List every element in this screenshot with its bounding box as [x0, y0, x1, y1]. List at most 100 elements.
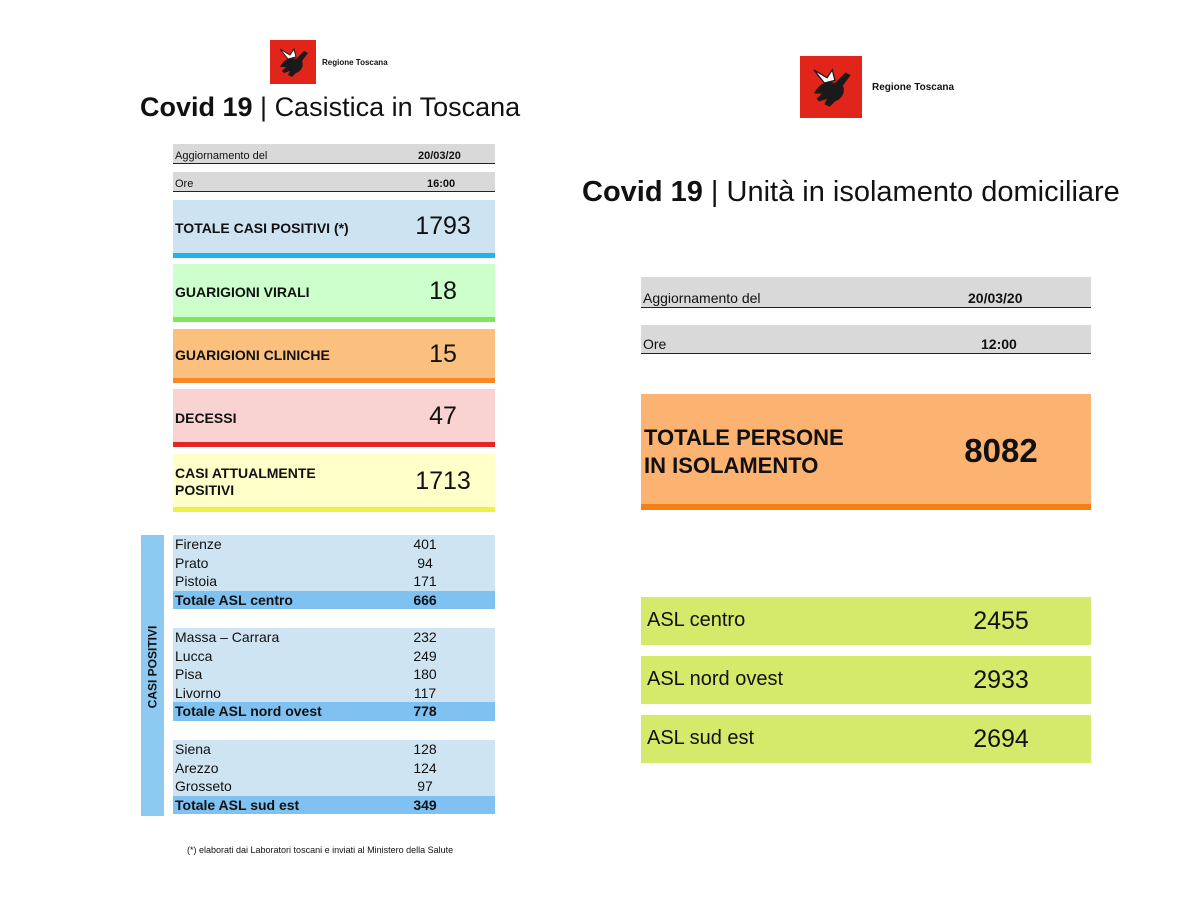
total-row: Totale ASL nord ovest 778 [173, 702, 495, 721]
table-row: Firenze 401 [173, 535, 495, 554]
total-name: Totale ASL sud est [175, 796, 300, 813]
table-row: Prato 94 [173, 554, 495, 573]
stat-value: 18 [429, 277, 457, 305]
asl-sud-est-group: Siena 128 Arezzo 124 Grosseto 97 Totale ASL… [173, 740, 495, 815]
total-isolation-bar [641, 504, 1091, 510]
province-name: Firenze [175, 536, 222, 552]
title-bold: Covid 19 [582, 176, 703, 208]
stat-label: DECESSI [175, 410, 237, 426]
province-value: 232 [413, 629, 437, 645]
footnote: (*) elaborati dai Laboratori toscani e i… [187, 845, 454, 855]
time-value: 12:00 [981, 336, 1017, 352]
total-name: Totale ASL centro [175, 591, 293, 608]
title-rest: | Unità in isolamento domiciliare [702, 176, 1120, 208]
time-value: 16:00 [427, 178, 456, 190]
asl-label: ASL nord ovest [647, 668, 784, 690]
asl-value: 2455 [973, 607, 1029, 635]
province-value: 124 [413, 759, 437, 776]
asl-nord-ovest-box: ASL nord ovest 2933 [641, 656, 1091, 704]
stat-value: 1713 [415, 467, 471, 495]
update-label: Aggiornamento del [643, 290, 761, 306]
total-name: Totale ASL nord ovest [175, 703, 322, 720]
stat-label: TOTALE CASI POSITIVI (*) [175, 220, 349, 236]
asl-label: ASL sud est [647, 727, 755, 749]
stat-bar [173, 253, 495, 258]
stat-current-positive: CASI ATTUALMENTE POSITIVI 1713 [173, 454, 495, 512]
province-name: Pisa [175, 666, 203, 683]
total-label-line1: TOTALE PERSONE [644, 425, 844, 450]
stat-bar [173, 378, 495, 383]
stat-bar [173, 317, 495, 322]
table-row: Massa – Carrara 232 [173, 628, 495, 647]
brand-name: Regione Toscana [322, 57, 388, 67]
brand-name: Regione Toscana [872, 81, 955, 93]
asl-value: 2933 [973, 666, 1029, 694]
total-isolation-label: TOTALE PERSONE IN ISOLAMENTO [644, 424, 844, 480]
time-row-right: Ore 12:00 [641, 325, 1091, 354]
asl-sud-est-box: ASL sud est 2694 [641, 715, 1091, 763]
table-row: Pistoia 171 [173, 572, 495, 591]
stat-viral-recoveries: GUARIGIONI VIRALI 18 [173, 264, 495, 322]
table-row: Arezzo 124 [173, 759, 495, 778]
asl-value: 2694 [973, 725, 1029, 753]
total-isolation-box: TOTALE PERSONE IN ISOLAMENTO 8082 [641, 394, 1091, 510]
stat-value: 47 [429, 402, 457, 430]
province-value: 128 [413, 741, 437, 757]
stat-total-positive: TOTALE CASI POSITIVI (*) 1793 [173, 200, 495, 258]
page-title-left: Covid 19 | Casistica in Toscana [140, 92, 520, 123]
time-row-left: Ore 16:00 [173, 172, 495, 192]
asl-centro-group: Firenze 401 Prato 94 Pistoia 171 Totale ASL… [173, 535, 495, 610]
stat-bar [173, 507, 495, 512]
province-name: Livorno [175, 684, 221, 701]
province-value: 94 [417, 554, 433, 571]
asl-nord-ovest-group: Massa – Carrara 232 Lucca 249 Pisa 180 Livo… [173, 628, 495, 721]
winged-horse-logo-icon [270, 40, 316, 84]
regione-logo-right: Regione Toscana [800, 56, 954, 118]
update-row-left: Aggiornamento del 20/03/20 [173, 144, 495, 164]
stat-label: CASI ATTUALMENTE POSITIVI [175, 465, 316, 499]
total-value: 666 [413, 591, 437, 608]
regione-logo-left: Regione Toscana [270, 40, 388, 84]
total-row: Totale ASL sud est 349 [173, 795, 495, 815]
asl-centro-box: ASL centro 2455 [641, 597, 1091, 645]
asl-label: ASL centro [647, 609, 746, 631]
province-value: 180 [413, 666, 437, 683]
stat-label-line2: POSITIVI [175, 482, 235, 498]
province-name: Pistoia [175, 573, 218, 590]
table-row: Siena 128 [173, 740, 495, 759]
stat-deaths: DECESSI 47 [173, 389, 495, 447]
stat-label: GUARIGIONI VIRALI [175, 284, 310, 300]
total-value: 778 [413, 703, 437, 720]
stat-label-line1: CASI ATTUALMENTE [175, 465, 316, 481]
table-row: Livorno 117 [173, 684, 495, 703]
table-row: Grosseto 97 [173, 777, 495, 796]
province-name: Massa – Carrara [175, 629, 280, 645]
title-bold: Covid 19 [140, 92, 253, 122]
update-row-right: Aggiornamento del 20/03/20 [641, 277, 1091, 308]
table-row: Lucca 249 [173, 647, 495, 666]
vertical-label-text: CASI POSITIVI [145, 625, 160, 709]
province-value: 117 [413, 684, 437, 701]
total-value: 349 [413, 796, 437, 813]
update-value: 20/03/20 [418, 150, 461, 162]
stat-bar [173, 442, 495, 447]
province-name: Arezzo [175, 759, 219, 776]
table-row: Pisa 180 [173, 665, 495, 684]
update-value: 20/03/20 [968, 290, 1023, 306]
province-name: Siena [175, 741, 211, 757]
province-name: Grosseto [175, 778, 232, 795]
time-label: Ore [643, 336, 667, 352]
total-isolation-value: 8082 [964, 432, 1038, 469]
title-rest: | Casistica in Toscana [252, 92, 521, 122]
positive-cases-vertical-label: CASI POSITIVI [141, 535, 164, 816]
total-row: Totale ASL centro 666 [173, 590, 495, 610]
province-value: 249 [413, 647, 437, 664]
province-value: 401 [413, 536, 437, 552]
time-label: Ore [175, 178, 194, 190]
stat-label: GUARIGIONI CLINICHE [175, 347, 330, 363]
update-label: Aggiornamento del [175, 150, 268, 162]
winged-horse-logo-icon [800, 56, 862, 118]
province-name: Prato [175, 554, 209, 571]
stat-value: 15 [429, 340, 457, 368]
total-label-line2: IN ISOLAMENTO [644, 453, 819, 478]
